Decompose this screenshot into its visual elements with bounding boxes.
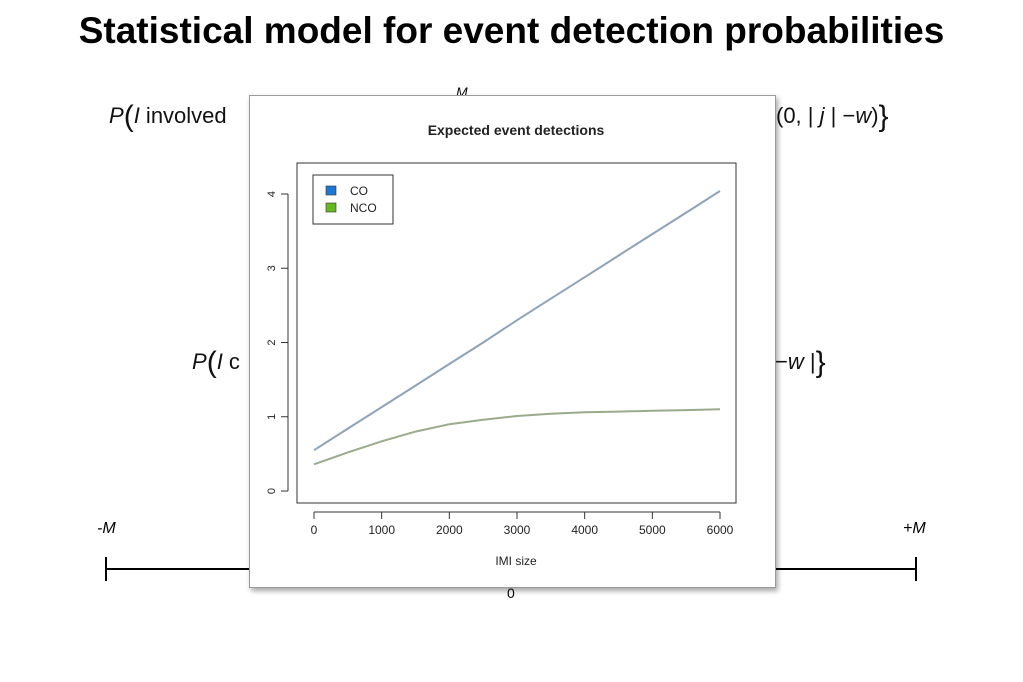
- chart-overlay-window: Expected event detections 0 1000 2000 3000 40…: [249, 95, 776, 588]
- legend-label-nco: NCO: [350, 201, 377, 215]
- formula-mid-brace-close: }: [815, 346, 826, 379]
- formula-brace-close: }: [878, 100, 889, 133]
- formula-involved-text: involved: [139, 103, 227, 128]
- number-line-right-label: +M: [903, 520, 926, 537]
- number-line-right-tick: [915, 557, 917, 581]
- x-tick-label: 4000: [571, 523, 598, 537]
- number-line-left-tick: [105, 557, 107, 581]
- x-tick-label: 3000: [504, 523, 531, 537]
- y-tick-label: 1: [266, 414, 278, 420]
- number-line-left-label: -M: [97, 520, 116, 537]
- formula-right-text: (0, |: [776, 103, 820, 128]
- slide-title: Statistical model for event detection pr…: [78, 10, 945, 51]
- formula-mid-p-symbol: P: [192, 349, 207, 374]
- formula-top-right: (0, | j | −w)}: [776, 100, 889, 134]
- formula-minus: | −: [824, 103, 856, 128]
- legend-box: [312, 174, 394, 225]
- y-tick-label: 0: [266, 488, 278, 494]
- formula-p-symbol: P: [109, 103, 124, 128]
- formula-mid-w-symbol: w: [787, 349, 804, 374]
- formula-mid-right: −w |}: [775, 346, 826, 380]
- y-tick-label: 4: [266, 191, 278, 197]
- formula-open-paren: (: [123, 100, 134, 133]
- formula-mid-text: c: [222, 349, 240, 374]
- x-tick-label: 1000: [368, 523, 395, 537]
- formula-mid-open-paren: (: [206, 346, 217, 379]
- formula-i-symbol: I: [133, 103, 140, 128]
- formula-sup-m: M: [456, 84, 468, 100]
- x-tick-label: 6000: [707, 523, 734, 537]
- formula-conditional: P(I c: [192, 346, 240, 380]
- x-tick-label: 5000: [639, 523, 666, 537]
- x-tick-label: 0: [311, 523, 318, 537]
- legend-swatch-co: [325, 185, 337, 196]
- series-line-nco: [313, 408, 721, 466]
- legend-label-co: CO: [350, 184, 368, 198]
- formula-close-paren: ): [871, 103, 879, 128]
- x-axis-label: IMI size: [495, 554, 537, 568]
- formula-mid-i-symbol: I: [216, 349, 223, 374]
- x-tick-label: 2000: [436, 523, 463, 537]
- number-line-center-label: 0: [507, 585, 515, 601]
- formula-w-symbol: w: [855, 103, 872, 128]
- series-line-co: [313, 190, 721, 452]
- y-tick-label: 2: [266, 339, 278, 345]
- formula-mid-minus: −: [775, 349, 788, 374]
- formula-j-symbol: j: [819, 103, 825, 128]
- chart-title: Expected event detections: [428, 122, 605, 138]
- formula-involved: P(I involved: [109, 100, 227, 134]
- formula-mid-abs-close: |: [803, 349, 816, 374]
- legend-swatch-nco: [325, 202, 337, 213]
- y-tick-label: 3: [266, 265, 278, 271]
- plot-frame: [296, 162, 737, 504]
